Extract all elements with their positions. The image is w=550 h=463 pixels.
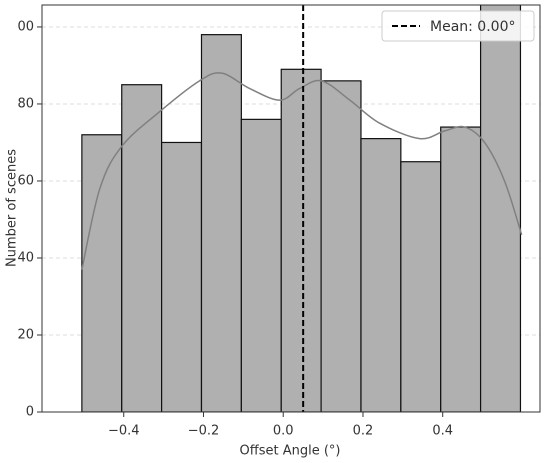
bar bbox=[320, 80, 362, 412]
plot bbox=[42, 5, 540, 412]
y-tick-label: 00 bbox=[17, 19, 34, 34]
y-tick-label: 60 bbox=[17, 173, 34, 188]
y-tick-label: 0 bbox=[26, 405, 34, 420]
y-tick-label: 20 bbox=[17, 327, 34, 342]
bar bbox=[360, 138, 402, 412]
x-tick-label: 0.4 bbox=[432, 424, 453, 439]
x-tick-label: −0.4 bbox=[108, 424, 140, 439]
axes-frame bbox=[41, 4, 541, 413]
bar bbox=[161, 141, 203, 412]
x-tick-label: −0.2 bbox=[188, 424, 220, 439]
x-tick-label: 0.2 bbox=[353, 424, 374, 439]
bar bbox=[400, 161, 442, 412]
bar bbox=[121, 84, 163, 412]
bar bbox=[280, 68, 322, 412]
legend-label: Mean: 0.00° bbox=[430, 19, 515, 35]
y-tick-label: 80 bbox=[17, 96, 34, 111]
kde-line bbox=[81, 72, 523, 270]
bar bbox=[440, 126, 482, 412]
bar bbox=[240, 118, 282, 412]
bar bbox=[479, 5, 522, 412]
bar bbox=[200, 34, 242, 412]
y-tick-label: 40 bbox=[17, 250, 34, 265]
x-axis-label: Offset Angle (°) bbox=[240, 444, 341, 459]
y-axis-label: Number of scenes bbox=[5, 149, 20, 267]
bar bbox=[81, 134, 123, 412]
legend-box bbox=[381, 10, 535, 42]
x-tick-label: 0.0 bbox=[273, 424, 294, 439]
